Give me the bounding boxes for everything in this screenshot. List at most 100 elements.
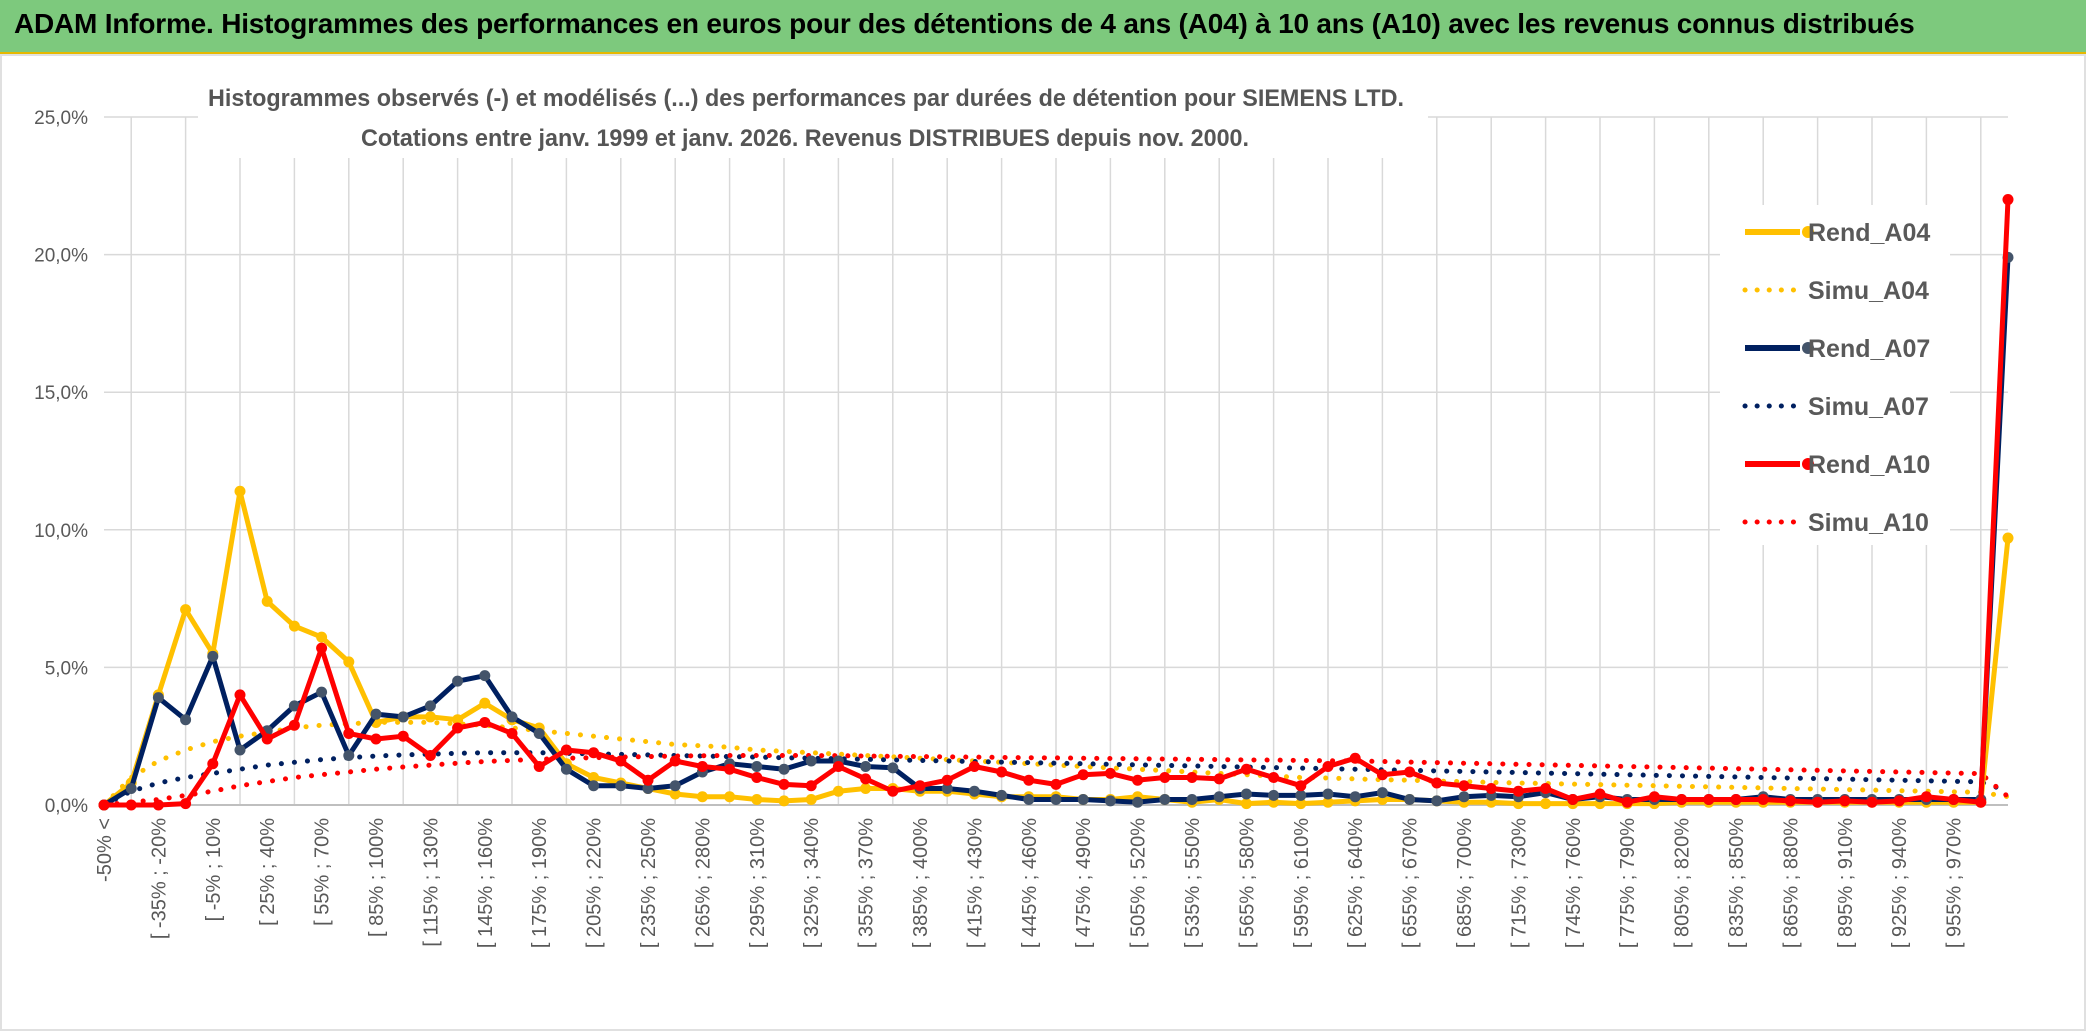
point-rend-a07	[560, 763, 572, 775]
x-tick-label: [ 625% ; 640%	[1345, 818, 1367, 948]
legend-label-rend-a07: Rend_A07	[1808, 335, 1930, 363]
y-tick-label: 25,0%	[34, 108, 88, 129]
x-tick-label: [ 775% ; 790%	[1617, 818, 1639, 948]
chart-title-line2: Cotations entre janv. 1999 et janv. 2026…	[361, 125, 1249, 152]
point-rend-a04	[2002, 532, 2014, 544]
point-rend-a10	[1050, 778, 1062, 790]
report-banner: ADAM Informe. Histogrammes des performan…	[0, 0, 2086, 54]
point-rend-a10	[1023, 774, 1035, 786]
point-rend-a07	[180, 714, 192, 726]
point-rend-a10	[860, 773, 872, 785]
point-rend-a07	[642, 782, 654, 794]
point-rend-a10	[533, 760, 545, 772]
point-rend-a07	[533, 727, 545, 739]
point-rend-a10	[370, 733, 382, 745]
x-tick-label: [ 835% ; 850%	[1726, 818, 1748, 948]
point-rend-a10	[288, 719, 300, 731]
series-layer	[98, 194, 2014, 811]
point-rend-a04	[234, 485, 246, 497]
x-tick-label: [ 865% ; 880%	[1780, 818, 1802, 948]
point-rend-a04	[805, 793, 817, 805]
point-rend-a10	[1866, 796, 1878, 808]
point-rend-a04	[343, 656, 355, 668]
point-rend-a10	[506, 727, 518, 739]
point-rend-a10	[1703, 793, 1715, 805]
x-tick-label: [ -35% ; -20%	[148, 818, 170, 939]
x-tick-label: [ 55% ; 70%	[312, 818, 334, 926]
point-rend-a10	[832, 760, 844, 772]
point-rend-a04	[452, 714, 464, 726]
point-rend-a10	[588, 747, 600, 759]
point-rend-a10	[261, 733, 273, 745]
series-line-simu-a07	[101, 750, 2011, 808]
point-rend-a07	[996, 789, 1008, 801]
y-tick-label: 5,0%	[45, 658, 88, 679]
point-rend-a04	[1295, 798, 1307, 810]
x-tick-label: [ 235% ; 250%	[638, 818, 660, 948]
point-rend-a10	[642, 774, 654, 786]
point-rend-a10	[1485, 782, 1497, 794]
point-rend-a07	[316, 686, 328, 698]
point-rend-a10	[968, 760, 980, 772]
point-rend-a07	[479, 670, 491, 682]
point-rend-a10	[397, 730, 409, 742]
point-rend-a04	[724, 791, 736, 803]
x-tick-label: [ 655% ; 670%	[1400, 818, 1422, 948]
point-rend-a07	[1322, 788, 1334, 800]
point-rend-a10	[152, 799, 164, 811]
point-rend-a07	[968, 785, 980, 797]
point-rend-a07	[397, 711, 409, 723]
point-rend-a07	[1458, 791, 1470, 803]
point-rend-a10	[180, 798, 192, 810]
point-rend-a07	[941, 782, 953, 794]
point-rend-a10	[914, 780, 926, 792]
series-line-simu-a10	[101, 753, 2011, 808]
point-rend-a10	[1594, 788, 1606, 800]
point-rend-a07	[1404, 793, 1416, 805]
x-tick-label: [ 25% ; 40%	[257, 818, 279, 926]
point-rend-a10	[696, 760, 708, 772]
point-rend-a07	[1295, 789, 1307, 801]
point-rend-a07	[860, 760, 872, 772]
point-rend-a07	[370, 708, 382, 720]
x-tick-label: [ 175% ; 190%	[529, 818, 551, 948]
point-rend-a10	[1784, 795, 1796, 807]
point-rend-a04	[832, 785, 844, 797]
point-rend-a10	[1077, 769, 1089, 781]
x-tick-label: [ 715% ; 730%	[1508, 818, 1530, 948]
point-rend-a07	[1431, 795, 1443, 807]
point-rend-a10	[452, 722, 464, 734]
point-rend-a07	[588, 780, 600, 792]
x-tick-label: [ 385% ; 400%	[910, 818, 932, 948]
x-tick-label: [ 685% ; 700%	[1454, 818, 1476, 948]
point-rend-a04	[261, 595, 273, 607]
point-rend-a10	[1404, 766, 1416, 778]
point-rend-a04	[1240, 798, 1252, 810]
point-rend-a10	[1621, 796, 1633, 808]
point-rend-a10	[1349, 752, 1361, 764]
point-rend-a10	[1839, 795, 1851, 807]
point-rend-a10	[669, 755, 681, 767]
point-rend-a10	[1213, 773, 1225, 785]
point-rend-a10	[1295, 780, 1307, 792]
legend-marker-rend-a04	[1802, 226, 1814, 238]
point-rend-a10	[424, 749, 436, 761]
point-rend-a07	[1077, 793, 1089, 805]
x-tick-label: [ 505% ; 520%	[1128, 818, 1150, 948]
x-tick-label: [ 295% ; 310%	[747, 818, 769, 948]
x-tick-label: [ 475% ; 490%	[1073, 818, 1095, 948]
point-rend-a10	[1893, 795, 1905, 807]
point-rend-a04	[288, 620, 300, 632]
legend-marker-rend-a10	[1802, 458, 1814, 470]
point-rend-a07	[1186, 793, 1198, 805]
point-rend-a10	[1512, 785, 1524, 797]
point-rend-a07	[751, 760, 763, 772]
point-rend-a07	[207, 650, 219, 662]
point-rend-a07	[1376, 787, 1388, 799]
point-rend-a04	[479, 697, 491, 709]
point-rend-a10	[560, 744, 572, 756]
x-tick-label: [ 745% ; 760%	[1563, 818, 1585, 948]
point-rend-a10	[778, 778, 790, 790]
point-rend-a10	[1812, 796, 1824, 808]
